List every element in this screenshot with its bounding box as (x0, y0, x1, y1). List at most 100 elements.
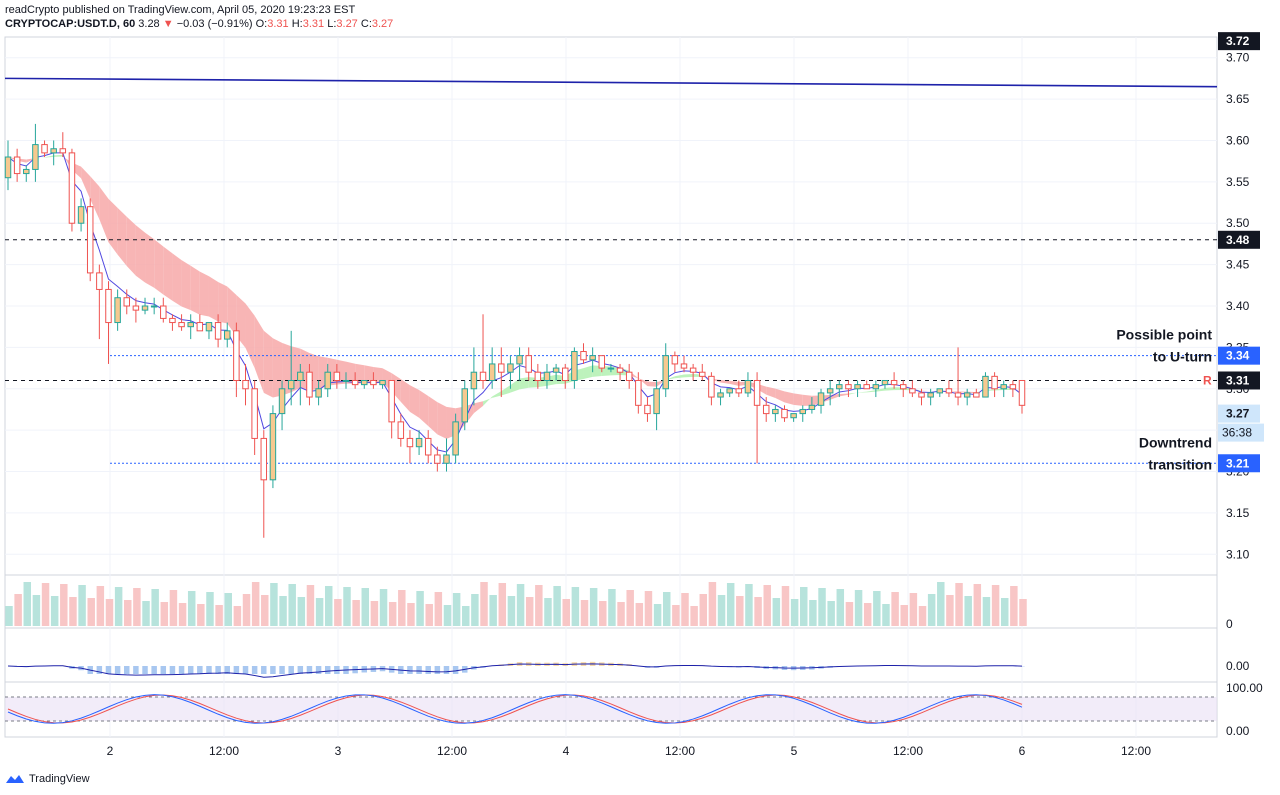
candle-body (562, 367, 569, 381)
r-marker: R (1203, 373, 1212, 387)
volume-axis-label: 0 (1226, 617, 1233, 631)
candle-body (927, 392, 934, 398)
volume-bar (343, 587, 351, 626)
macd-hist-bar (251, 666, 258, 674)
ema-ribbon-segment (793, 393, 803, 406)
volume-bar (306, 585, 315, 626)
ema-ribbon-segment (958, 391, 968, 393)
volume-bar (736, 596, 744, 626)
ema-ribbon-segment (44, 155, 54, 158)
ema-ribbon-segment (428, 395, 438, 435)
ema-ribbon-segment (218, 282, 228, 324)
volume-bar (672, 605, 680, 626)
volume-bar (589, 588, 598, 626)
volume-bar (14, 594, 22, 626)
macd-hist-bar (324, 666, 331, 674)
candle-body (890, 379, 898, 386)
volume-bar (955, 583, 963, 626)
candle-body (836, 384, 843, 390)
macd-line (7, 663, 1023, 678)
price-label-box (1218, 32, 1260, 51)
candle-body (881, 379, 889, 386)
candle-body (826, 388, 834, 394)
volume-bar (717, 595, 726, 626)
candle-body (470, 371, 478, 390)
volume-bar (133, 588, 141, 626)
volume-bar (982, 597, 991, 626)
volume-bar (726, 583, 735, 626)
ema-ribbon-segment (346, 361, 356, 384)
volume-bar (215, 605, 223, 626)
x-tick-label: 4 (563, 744, 570, 758)
chart-header: readCrypto published on TradingView.com,… (5, 3, 393, 31)
candle-body (50, 148, 57, 154)
y-tick-label: 3.65 (1226, 92, 1250, 106)
candle-body (214, 322, 222, 340)
volume-bar (991, 585, 1000, 626)
macd-hist-bar (197, 666, 203, 674)
x-tick-label: 12:00 (209, 744, 239, 758)
candle-body (982, 375, 989, 398)
candle-body (991, 375, 998, 390)
ema-ribbon-segment (857, 391, 867, 393)
down-arrow-icon: ▼ (162, 18, 174, 30)
close-label: C: (360, 18, 372, 30)
volume-bar (662, 592, 671, 626)
candle-body (644, 404, 651, 415)
macd-hist-bar (452, 666, 459, 674)
volume-bar (187, 591, 196, 626)
x-tick-label: 5 (791, 744, 798, 758)
ema-ribbon-segment (364, 365, 374, 384)
candle-body (361, 379, 368, 386)
volume-bar (653, 604, 662, 626)
candle-body (900, 384, 907, 390)
volume-bar (544, 598, 552, 626)
candle-body (680, 363, 688, 369)
volume-bar (60, 584, 68, 626)
candle-body (945, 388, 953, 394)
macd-hist-bar (96, 666, 103, 674)
candle-body (625, 371, 633, 381)
volume-bar (233, 606, 242, 626)
volume-bar (507, 596, 516, 626)
volume-bar (754, 597, 762, 626)
macd-hist-bar (443, 666, 450, 674)
ema-ribbon-segment (1012, 388, 1022, 393)
ema-ribbon-segment (190, 265, 200, 315)
x-tick-label: 12:00 (437, 744, 467, 758)
y-tick-label: 3.70 (1226, 51, 1250, 65)
volume-bar (617, 602, 625, 626)
candle-body (936, 388, 944, 394)
macd-hist-bar (261, 666, 267, 674)
macd-hist-bar (105, 666, 112, 674)
macd-hist-bar (425, 666, 431, 674)
ema-ribbon-segment (729, 380, 739, 386)
candle-body (406, 437, 414, 448)
candle-body (23, 168, 30, 175)
candle-body (150, 305, 158, 308)
candle-body (187, 322, 194, 328)
volume-bar (927, 594, 936, 626)
price-change: −0.03 (−0.91%) (176, 18, 253, 30)
volume-bar (105, 599, 114, 626)
candle-body (516, 355, 523, 365)
candle-body (799, 408, 806, 415)
price-label-text: 3.27 (1226, 407, 1250, 421)
candle-body (507, 363, 514, 373)
volume-bar (206, 592, 214, 626)
low-value: 3.27 (336, 18, 358, 30)
volume-bar (169, 590, 178, 626)
tradingview-footer: TradingView (5, 773, 90, 785)
volume-bar (41, 583, 50, 626)
candle-body (4, 156, 12, 179)
volume-bar (909, 593, 918, 626)
macd-hist-bar (224, 666, 230, 674)
ema-ribbon-segment (108, 198, 118, 255)
ema-ribbon-segment (99, 186, 109, 243)
stoch-d-line (7, 694, 1023, 724)
candle-body (662, 355, 669, 390)
candle-body (753, 379, 761, 406)
volume-bar (270, 583, 278, 626)
ema-ribbon-segment (866, 390, 876, 393)
